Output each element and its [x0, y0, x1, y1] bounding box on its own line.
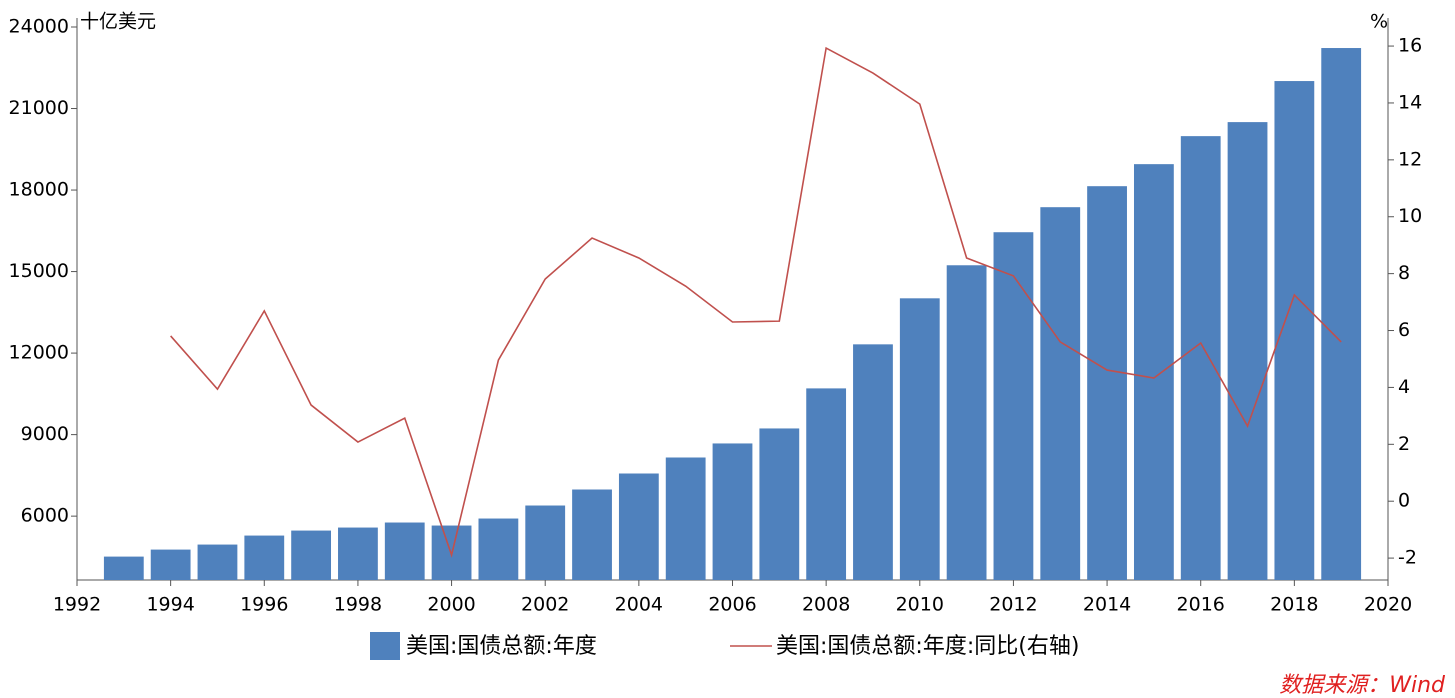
y-tick-label: 6000: [21, 505, 69, 527]
bar: [1227, 122, 1268, 580]
bar: [525, 505, 566, 580]
bar: [665, 457, 706, 580]
bar: [1040, 207, 1081, 580]
bar: [197, 544, 238, 580]
bar: [150, 549, 191, 580]
y2-tick-label: 12: [1398, 148, 1422, 170]
bar: [1180, 136, 1221, 581]
x-tick-label: 1994: [146, 594, 194, 616]
x-tick-label: 2002: [521, 594, 569, 616]
bar: [1274, 81, 1315, 580]
source-note: 数据来源：Wind: [1279, 673, 1446, 698]
y2-tick-label: 4: [1398, 376, 1410, 398]
x-tick-label: 2010: [896, 594, 944, 616]
y2-tick-label: 6: [1398, 319, 1410, 341]
x-tick-label: 1998: [334, 594, 382, 616]
x-tick-label: 1996: [240, 594, 288, 616]
bar: [244, 535, 285, 580]
bar: [338, 527, 378, 580]
bar: [103, 556, 144, 580]
x-tick-label: 1992: [53, 594, 101, 616]
bar: [1133, 164, 1174, 581]
x-tick-label: 2020: [1364, 594, 1412, 616]
bar: [759, 428, 800, 580]
bar: [291, 530, 332, 580]
y-tick-label: 21000: [9, 97, 69, 119]
y-tick-label: 12000: [9, 342, 69, 364]
legend-swatch: [370, 632, 400, 660]
y-tick-label: 15000: [9, 260, 69, 282]
x-tick-label: 2012: [989, 594, 1037, 616]
y2-tick-label: 14: [1398, 91, 1422, 113]
x-tick-label: 2006: [708, 594, 756, 616]
y2-tick-label: 16: [1398, 35, 1422, 57]
bar: [899, 298, 940, 580]
bar: [993, 232, 1034, 580]
y2-tick-label: 0: [1398, 490, 1410, 512]
y2-tick-label: 10: [1398, 205, 1422, 227]
bar: [618, 473, 659, 580]
bar: [478, 518, 519, 580]
y-axis-unit: 十亿美元: [80, 11, 156, 33]
line: [170, 46, 1342, 558]
legend-label: 美国:国债总额:年度: [406, 634, 597, 659]
bar: [1087, 186, 1127, 580]
x-tick-label: 2008: [802, 594, 850, 616]
y-tick-label: 18000: [9, 179, 69, 201]
x-tick-label: 2004: [615, 594, 663, 616]
y2-tick-label: 2: [1398, 433, 1410, 455]
bar: [853, 344, 893, 580]
legend-label: 美国:国债总额:年度:同比(右轴): [776, 634, 1079, 659]
y2-axis-unit: %: [1370, 11, 1388, 33]
bar: [712, 443, 753, 580]
x-tick-label: 2014: [1083, 594, 1131, 616]
bar: [1321, 48, 1362, 581]
y-tick-label: 24000: [9, 16, 69, 38]
y2-tick-label: -2: [1398, 547, 1417, 569]
x-tick-label: 2000: [427, 594, 475, 616]
bar: [806, 388, 847, 580]
x-tick-label: 2016: [1177, 594, 1225, 616]
bar: [384, 522, 425, 580]
bar: [946, 265, 987, 580]
x-tick-label: 2018: [1270, 594, 1318, 616]
y2-tick-label: 8: [1398, 262, 1410, 284]
y-tick-label: 9000: [21, 423, 69, 445]
bar: [572, 489, 612, 580]
